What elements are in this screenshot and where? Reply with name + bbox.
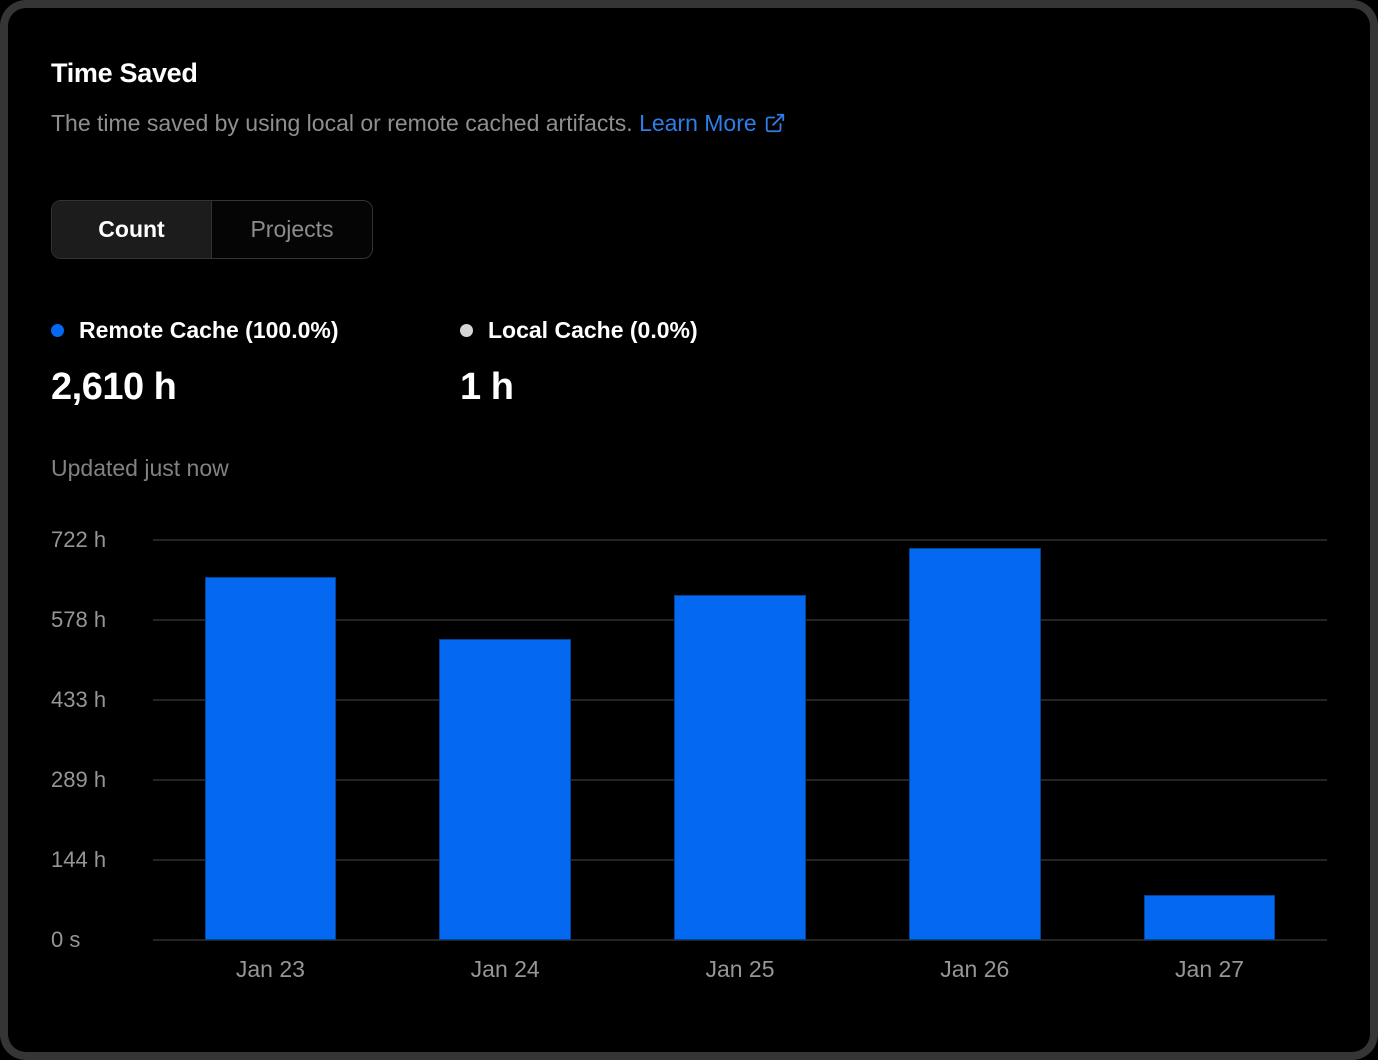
chart-bar-jan-24[interactable] xyxy=(439,639,571,940)
remote-cache-value: 2,610 h xyxy=(51,366,177,408)
chart-bar-jan-23[interactable] xyxy=(204,577,337,940)
learn-more-link[interactable]: Learn More xyxy=(639,110,786,136)
remote-cache-label: Remote Cache (100.0%) xyxy=(79,317,339,343)
card-title: Time Saved xyxy=(51,58,198,88)
x-axis-spacer xyxy=(51,956,153,983)
x-tick-label: Jan 23 xyxy=(235,956,305,982)
legend-col-local: Local Cache (0.0%) 1 h xyxy=(460,317,869,409)
card-subtitle: The time saved by using local or remote … xyxy=(51,109,1327,137)
x-axis: Jan 23 Jan 24 Jan 25 Jan 26 Jan 27 xyxy=(153,956,1327,983)
y-tick-label: 722 h xyxy=(51,527,107,552)
x-tick-label: Jan 24 xyxy=(470,956,540,982)
y-tick-label: 0 s xyxy=(51,927,81,952)
chart-bar-jan-25[interactable] xyxy=(674,594,806,940)
bar-band xyxy=(1092,540,1327,940)
remote-cache-dot-icon xyxy=(51,324,64,337)
chart-plot xyxy=(153,539,1327,941)
y-tick-label: 433 h xyxy=(51,687,107,713)
bar-band xyxy=(857,540,1092,940)
legend-item-remote-cache: Remote Cache (100.0%) xyxy=(51,317,460,344)
legend: Remote Cache (100.0%) 2,610 h Local Cach… xyxy=(51,317,1327,409)
x-tick-label: Jan 25 xyxy=(705,956,775,982)
bar-band xyxy=(623,540,858,940)
bar-band xyxy=(388,540,623,940)
gridline xyxy=(153,939,1327,941)
y-axis: 0 s 144 h 289 h 433 h 578 h 722 h xyxy=(51,529,153,951)
x-tick-label: Jan 27 xyxy=(1175,956,1245,982)
legend-item-local-cache: Local Cache (0.0%) xyxy=(460,317,869,344)
learn-more-label: Learn More xyxy=(639,110,757,136)
local-cache-dot-icon xyxy=(460,324,473,337)
chart-bar-jan-27[interactable] xyxy=(1143,895,1276,940)
subtitle-text: The time saved by using local or remote … xyxy=(51,110,633,136)
chart-bar-jan-26[interactable] xyxy=(909,547,1041,940)
time-saved-bar-chart: 0 s 144 h 289 h 433 h 578 h 722 h Jan 23 Jan 2… xyxy=(51,529,1327,983)
bar-band xyxy=(153,540,388,940)
local-cache-label: Local Cache (0.0%) xyxy=(488,317,698,343)
gridline xyxy=(153,539,1327,541)
external-link-icon xyxy=(765,113,784,133)
y-tick-label: 289 h xyxy=(51,766,107,792)
y-tick-label: 144 h xyxy=(51,847,107,873)
local-cache-value: 1 h xyxy=(460,366,514,408)
legend-col-remote: Remote Cache (100.0%) 2,610 h xyxy=(51,317,460,409)
time-saved-card: Time Saved The time saved by using local… xyxy=(8,8,1370,1052)
bars-row xyxy=(153,540,1327,940)
y-tick-label: 578 h xyxy=(51,606,107,632)
tab-count[interactable]: Count xyxy=(52,201,212,258)
tab-projects[interactable]: Projects xyxy=(212,201,372,258)
view-toggle: Count Projects xyxy=(51,200,373,259)
status-text: Updated just now xyxy=(51,455,229,481)
x-tick-label: Jan 26 xyxy=(940,956,1010,982)
